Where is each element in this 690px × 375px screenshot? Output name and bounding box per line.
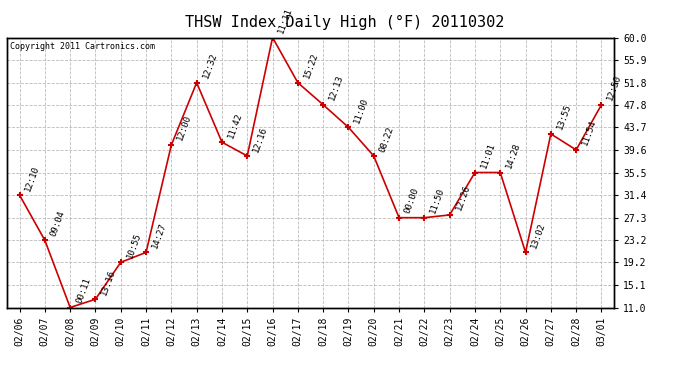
Text: Copyright 2011 Cartronics.com: Copyright 2011 Cartronics.com <box>10 42 155 51</box>
Text: 14:27: 14:27 <box>150 221 168 250</box>
Text: THSW Index Daily High (°F) 20110302: THSW Index Daily High (°F) 20110302 <box>186 15 504 30</box>
Text: 09:04: 09:04 <box>49 209 67 237</box>
Text: 14:28: 14:28 <box>504 141 522 170</box>
Text: 12:00: 12:00 <box>175 114 193 142</box>
Text: 10:55: 10:55 <box>125 231 143 260</box>
Text: 12:50: 12:50 <box>606 74 623 102</box>
Text: 11:54: 11:54 <box>580 119 598 147</box>
Text: 11:50: 11:50 <box>428 187 446 215</box>
Text: 11:11: 11:11 <box>277 6 295 35</box>
Text: 08:22: 08:22 <box>378 125 395 153</box>
Text: 13:02: 13:02 <box>530 221 547 250</box>
Text: 12:10: 12:10 <box>23 164 41 192</box>
Text: 11:01: 11:01 <box>479 141 497 170</box>
Text: 11:00: 11:00 <box>353 96 371 124</box>
Text: 13:55: 13:55 <box>555 103 573 131</box>
Text: 12:26: 12:26 <box>454 184 471 212</box>
Text: 00:11: 00:11 <box>75 276 92 305</box>
Text: 00:00: 00:00 <box>403 187 421 215</box>
Text: 11:42: 11:42 <box>226 111 244 140</box>
Text: 15:22: 15:22 <box>302 52 319 80</box>
Text: 12:16: 12:16 <box>251 125 269 153</box>
Text: 12:13: 12:13 <box>327 74 345 102</box>
Text: 12:32: 12:32 <box>201 52 219 80</box>
Text: 13:16: 13:16 <box>99 268 117 297</box>
